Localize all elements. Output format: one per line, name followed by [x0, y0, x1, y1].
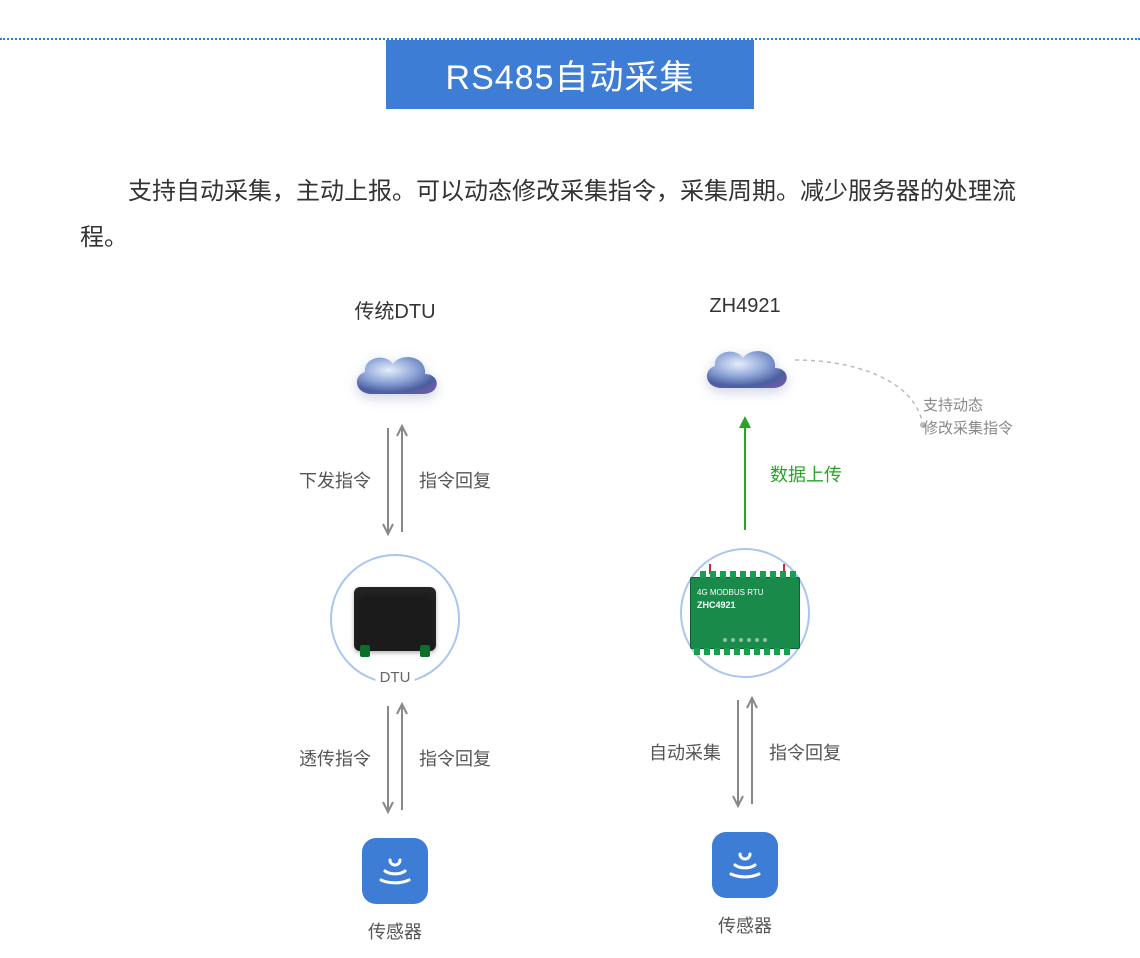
right-column-title: ZH4921	[709, 295, 780, 318]
left-sensor-label: 传感器	[368, 918, 422, 944]
callout-line2: 修改采集指令	[923, 420, 1013, 437]
zhc-device-icon: 4G MODBUS RTU ZHC4921	[690, 577, 800, 649]
right-bottom-arrows: 自动采集 指令回复	[725, 692, 765, 812]
left-bottom-arrows: 透传指令 指令回复	[375, 698, 415, 818]
left-column: 传统DTU 下发指令 指令回复	[330, 295, 460, 944]
cloud-icon	[347, 344, 443, 406]
description-text: 支持自动采集，主动上报。可以动态修改采集指令，采集周期。减少服务器的处理流程。	[80, 169, 1060, 260]
left-top-arrows: 下发指令 指令回复	[375, 420, 415, 540]
right-bot-down-label: 自动采集	[649, 739, 721, 765]
callout-text: 支持动态 修改采集指令	[923, 395, 1013, 440]
left-column-title: 传统DTU	[354, 295, 435, 324]
right-sensor-label: 传感器	[718, 912, 772, 938]
cloud-icon	[697, 338, 793, 400]
zhc-device-circle: 4G MODBUS RTU ZHC4921	[680, 548, 810, 678]
dtu-device-icon	[354, 587, 436, 651]
dtu-device-circle: DTU	[330, 554, 460, 684]
right-upload-arrow: 数据上传	[730, 414, 760, 534]
sensor-icon	[362, 838, 428, 904]
left-bot-down-label: 透传指令	[299, 745, 371, 771]
right-bot-up-label: 指令回复	[769, 739, 841, 765]
diagram-container: 传统DTU 下发指令 指令回复	[0, 295, 1140, 944]
zhc-model-label: ZHC4921	[697, 600, 736, 610]
left-top-up-label: 指令回复	[419, 467, 491, 493]
dtu-device-label: DTU	[376, 669, 415, 686]
upload-label: 数据上传	[770, 461, 842, 487]
left-bot-up-label: 指令回复	[419, 745, 491, 771]
callout-line1: 支持动态	[923, 397, 983, 414]
sensor-icon	[712, 832, 778, 898]
right-column: ZH4921 支持动态 修改采集指令	[680, 295, 810, 944]
left-top-down-label: 下发指令	[299, 467, 371, 493]
page-title-banner: RS485自动采集	[386, 40, 755, 109]
